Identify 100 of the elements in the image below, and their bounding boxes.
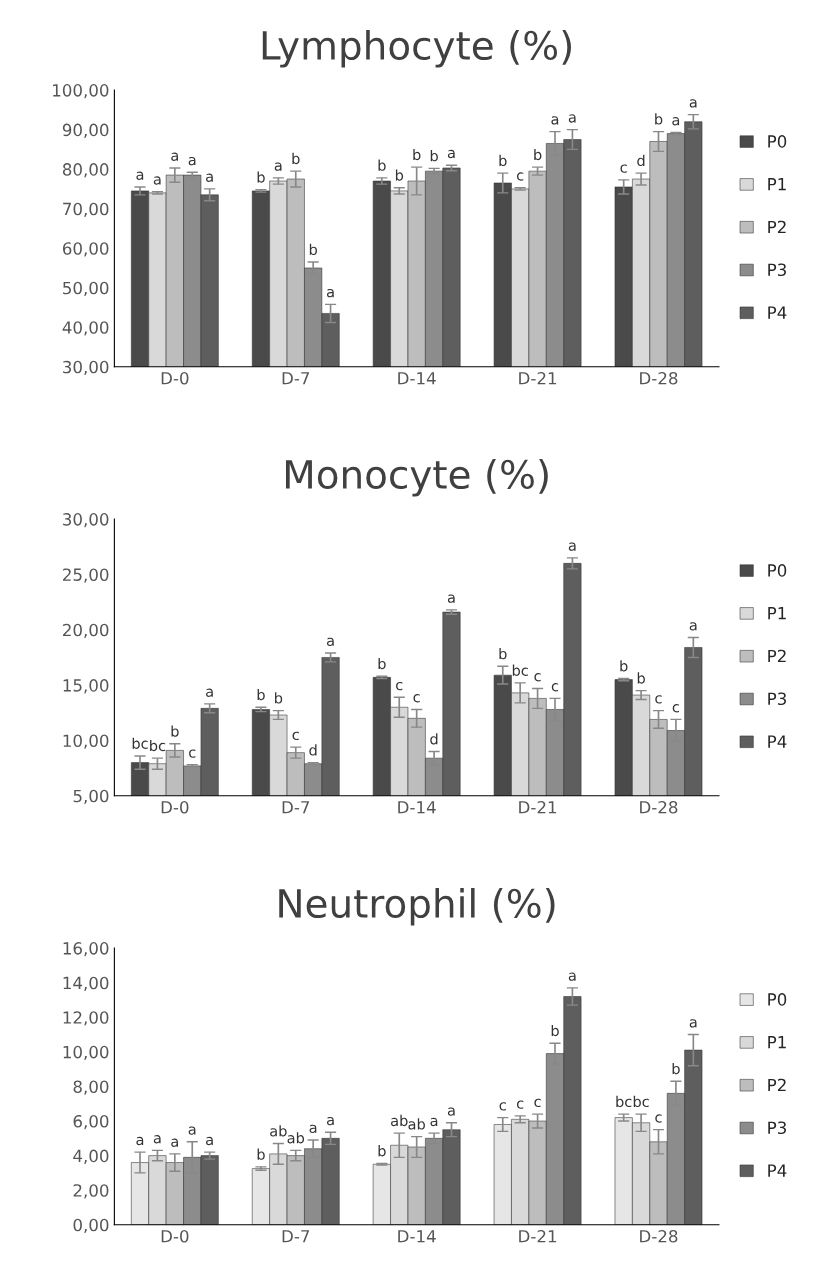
data-label: c (292, 731, 299, 741)
legend-label: P2 (768, 1078, 786, 1092)
data-label: b (413, 148, 421, 161)
data-label: c (655, 1114, 662, 1123)
data-label: a (309, 1124, 317, 1134)
data-label: bc (633, 1095, 649, 1108)
data-label: b (378, 1145, 386, 1157)
x-tick-label: D-14 (398, 1230, 436, 1243)
data-label: b (620, 660, 628, 672)
y-tick-label: 20,00 (63, 623, 109, 639)
x-tick-label: D-28 (640, 371, 678, 385)
chart-title: Lymphocyte (%) (262, 29, 572, 68)
data-label: d (309, 744, 317, 756)
data-label: c (534, 673, 541, 682)
y-tick-label: 8,00 (73, 1080, 109, 1095)
x-tick-label: D-7 (282, 1230, 310, 1243)
x-tick-label: D-21 (519, 800, 557, 814)
x-tick-label: D-0 (161, 800, 189, 814)
data-label: b (430, 150, 438, 162)
data-label: a (326, 288, 334, 298)
data-label: a (689, 99, 697, 108)
data-label: a (568, 972, 576, 981)
data-label: bc (150, 739, 166, 752)
legend-label: P1 (768, 178, 786, 191)
x-tick-label: D-7 (282, 372, 310, 385)
legend-label: P4 (768, 306, 787, 319)
chart-title: Monocyte (%) (285, 459, 548, 497)
data-label: d (430, 733, 438, 745)
data-label: a (153, 1135, 161, 1144)
data-label: c (516, 172, 524, 181)
data-label: a (188, 1126, 196, 1135)
y-tick-label: 15,00 (63, 679, 109, 694)
data-label: c (413, 694, 420, 703)
legend-label: P2 (768, 220, 786, 234)
y-tick-label: 30,00 (63, 360, 109, 376)
x-tick-label: D-0 (161, 371, 189, 385)
data-label: b (499, 648, 507, 660)
data-label: bc (512, 664, 528, 676)
y-tick-label: 2,00 (73, 1184, 109, 1199)
legend-label: P3 (768, 1121, 786, 1135)
legend-label: P0 (768, 993, 787, 1006)
data-label: c (534, 1098, 541, 1108)
legend-label: P0 (768, 564, 787, 577)
data-label: a (153, 176, 161, 185)
y-tick-label: 0,00 (73, 1218, 109, 1234)
y-tick-label: 5,00 (73, 789, 109, 805)
data-label: b (499, 154, 507, 167)
data-label: a (568, 542, 576, 551)
data-label: a (447, 594, 455, 603)
data-label: b (534, 148, 542, 161)
y-tick-label: 90,00 (62, 123, 109, 138)
data-label: a (206, 173, 213, 182)
data-label: a (274, 162, 282, 171)
y-tick-label: 12,00 (63, 1011, 109, 1026)
y-tick-label: 80,00 (62, 163, 109, 178)
legend-label: P4 (768, 1164, 787, 1177)
data-label: a (447, 149, 455, 159)
y-tick-label: 4,00 (73, 1149, 109, 1164)
data-label: b (257, 688, 265, 701)
data-label: b (378, 657, 386, 670)
legend-label: P3 (768, 692, 786, 706)
data-label: c (189, 749, 196, 758)
data-label: c (499, 1102, 506, 1111)
data-label: a (568, 114, 576, 123)
data-label: c (516, 1100, 524, 1109)
y-tick-label: 40,00 (62, 321, 109, 336)
legend-label: P4 (768, 735, 787, 748)
data-label: a (689, 1019, 697, 1028)
data-label: a (171, 152, 178, 161)
legend-label: P0 (768, 135, 787, 148)
data-label: a (188, 156, 196, 166)
data-label: a (171, 1138, 178, 1147)
data-label: c (396, 681, 403, 691)
data-label: b (171, 725, 179, 737)
chart-title: Neutrophil (%) (279, 887, 555, 926)
data-label: b (637, 672, 645, 684)
y-tick-label: 60,00 (62, 242, 109, 257)
data-label: c (551, 683, 559, 692)
data-label: a (672, 117, 680, 126)
data-label: a (136, 171, 144, 180)
x-tick-label: D-21 (519, 1229, 557, 1243)
data-label: a (551, 116, 559, 125)
data-label: c (620, 164, 627, 173)
data-label: b (655, 113, 663, 125)
y-tick-label: 50,00 (63, 281, 109, 297)
legend-label: P1 (768, 607, 786, 620)
data-label: b (395, 169, 404, 181)
data-label: c (655, 695, 662, 704)
x-tick-label: D-28 (640, 1229, 678, 1243)
data-label: b (257, 1148, 265, 1160)
data-label: ab (270, 1125, 287, 1137)
data-label: a (447, 1107, 455, 1116)
data-label: b (275, 692, 283, 704)
data-label: bc (616, 1095, 632, 1108)
data-label: ab (408, 1118, 425, 1130)
y-tick-label: 14,00 (63, 976, 109, 991)
data-label: b (309, 243, 317, 256)
y-tick-label: 70,00 (63, 202, 109, 217)
y-tick-label: 100,00 (53, 84, 109, 99)
y-tick-label: 25,00 (63, 568, 109, 583)
